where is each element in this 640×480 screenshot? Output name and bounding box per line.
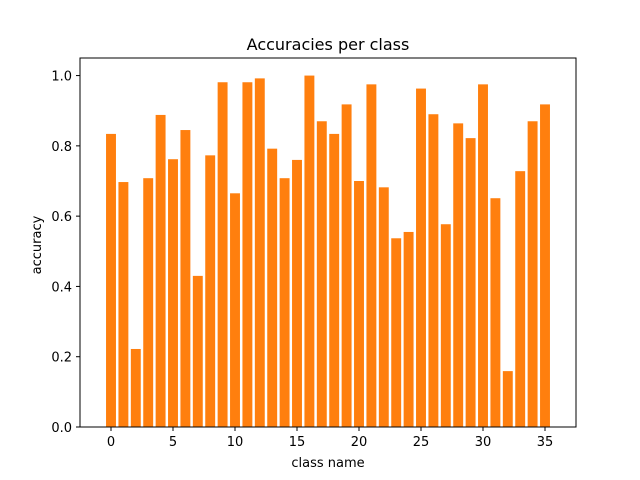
bar-class-6	[180, 130, 191, 428]
bar-class-22	[378, 187, 389, 427]
bar-class-35	[540, 104, 550, 427]
y-tick-label: 0.2	[51, 351, 72, 366]
bar-class-31	[490, 198, 501, 427]
bar-class-20	[354, 181, 364, 427]
axes-frame	[79, 57, 577, 428]
bar-class-11	[242, 82, 253, 428]
bar-class-32	[502, 371, 513, 427]
x-axis-label: class name	[291, 456, 364, 471]
bar-class-12	[254, 78, 265, 427]
bar-class-2	[130, 348, 141, 427]
bar-class-15	[292, 159, 302, 427]
bar-class-3	[143, 178, 154, 427]
bar-class-33	[515, 171, 526, 427]
bar-class-1	[118, 182, 129, 427]
bar-class-0	[106, 133, 116, 427]
x-ticks: 0 5 10 15 20 25 30 35	[107, 427, 553, 450]
bar-class-14	[279, 178, 290, 427]
y-axis-label: accuracy	[30, 215, 45, 274]
bar-class-16	[304, 75, 315, 428]
bar-class-21	[366, 84, 377, 427]
y-tick-label: 0.6	[51, 210, 72, 225]
bar-class-17	[316, 121, 327, 427]
bar-class-5	[168, 159, 178, 427]
bar-class-25	[416, 88, 426, 428]
y-tick-label: 0.0	[51, 421, 72, 436]
y-tick-label: 0.8	[51, 140, 72, 155]
y-tick-label: 1.0	[51, 70, 72, 85]
y-tick-label: 0.4	[51, 280, 72, 295]
bar-class-29	[465, 138, 476, 427]
x-tick-label: 30	[475, 435, 492, 450]
bar-class-13	[267, 148, 278, 427]
bar-class-23	[391, 238, 402, 427]
x-tick-label: 35	[537, 435, 554, 450]
bar-class-27	[440, 224, 451, 427]
x-tick-label: 5	[169, 435, 177, 450]
x-tick-label: 25	[413, 435, 430, 450]
bar-class-24	[403, 231, 414, 427]
x-tick-label: 20	[351, 435, 368, 450]
bar-class-18	[329, 133, 340, 427]
x-tick-label: 15	[289, 435, 306, 450]
bar-class-30	[478, 84, 488, 427]
bar-class-28	[453, 123, 464, 427]
x-tick-label: 10	[227, 435, 244, 450]
bar-class-34	[527, 121, 538, 427]
y-ticks: 0.0 0.2 0.4 0.6 0.8 1.0	[51, 70, 80, 436]
x-tick-label: 0	[107, 435, 115, 450]
bar-class-10	[230, 193, 240, 427]
bar-class-8	[205, 155, 216, 428]
bar-class-19	[341, 104, 352, 427]
bar-class-9	[217, 82, 228, 428]
bars-group	[106, 75, 550, 428]
chart-title: Accuracies per class	[247, 35, 410, 54]
bar-class-4	[155, 114, 166, 427]
bar-class-26	[428, 114, 439, 427]
bar-class-7	[192, 275, 203, 427]
